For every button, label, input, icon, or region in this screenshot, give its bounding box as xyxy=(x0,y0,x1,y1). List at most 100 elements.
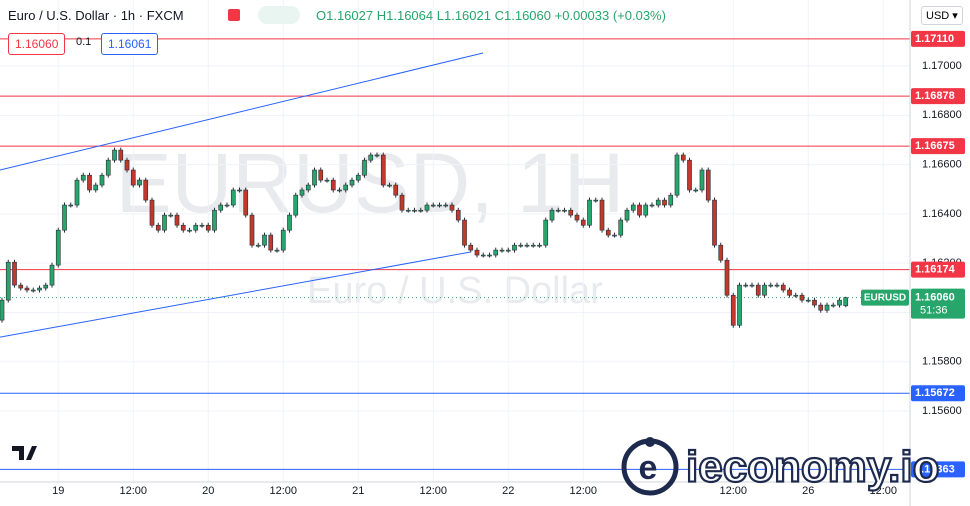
candle-body xyxy=(824,304,830,311)
candle-body xyxy=(580,219,586,226)
level-badge xyxy=(911,461,965,478)
candle-body xyxy=(418,209,424,212)
candle-body xyxy=(368,154,374,161)
candle-body xyxy=(349,179,355,186)
candle-body xyxy=(705,169,711,201)
candle-body xyxy=(224,204,230,207)
candle-body xyxy=(105,159,111,176)
candle-body xyxy=(362,159,367,176)
candle-body xyxy=(687,159,692,191)
x-tick-label: 12:00 xyxy=(569,485,597,497)
sell-button[interactable]: 1.16060 xyxy=(8,33,66,55)
candle-body xyxy=(505,249,511,252)
open: O1.16027 xyxy=(316,8,374,23)
level-badge xyxy=(911,138,965,155)
candle-body xyxy=(555,209,561,212)
candle-body xyxy=(437,204,442,207)
plot xyxy=(0,147,849,328)
candle-body xyxy=(424,204,430,211)
candle-body xyxy=(780,284,786,291)
candle-body xyxy=(793,294,799,297)
candle-body xyxy=(743,284,749,287)
candle-body xyxy=(487,254,492,257)
candle-body xyxy=(355,174,361,181)
candle-body xyxy=(768,284,774,287)
buy-button[interactable]: 1.16061 xyxy=(101,33,159,55)
candle-body xyxy=(0,299,5,321)
candle-body xyxy=(205,224,211,231)
visibility-toggle[interactable] xyxy=(258,6,300,24)
level-label: 1.16174 xyxy=(915,263,956,275)
candle-body xyxy=(55,229,61,266)
candle-body xyxy=(812,299,817,306)
candle-body xyxy=(299,189,305,196)
candle-body xyxy=(118,149,124,161)
candle-body xyxy=(430,204,436,207)
candle-body xyxy=(143,179,149,201)
candle-body xyxy=(162,214,167,231)
candle-body xyxy=(543,219,549,246)
candle-body xyxy=(12,261,17,286)
candle-body xyxy=(412,209,417,212)
candle-body xyxy=(180,224,186,231)
logo-text: ieconomy.io xyxy=(686,443,939,492)
y-tick-label: 1.17000 xyxy=(922,60,962,72)
candle-body xyxy=(693,189,699,192)
candle-body xyxy=(649,204,655,207)
x-tick-label: 12:00 xyxy=(719,485,747,497)
candle-body xyxy=(80,174,86,181)
site-logo: e ieconomy.io xyxy=(621,437,941,496)
level-label: 1.17110 xyxy=(915,33,954,45)
candle-body xyxy=(218,204,224,211)
candle-body xyxy=(87,174,92,191)
candle-body xyxy=(93,184,99,191)
candle-body xyxy=(449,204,455,211)
candle-body xyxy=(99,174,105,186)
candle-body xyxy=(624,209,630,221)
candle-body xyxy=(787,289,792,296)
y-tick-label: 1.16400 xyxy=(922,208,962,220)
candle-body xyxy=(630,204,636,211)
last-price-badge xyxy=(911,288,965,319)
candle-body xyxy=(318,169,324,181)
candle-body xyxy=(255,244,261,247)
candle-body xyxy=(518,244,524,247)
trend-line xyxy=(0,52,484,171)
candle-body xyxy=(537,244,542,247)
candle-body xyxy=(337,189,342,192)
candle-body xyxy=(249,214,255,246)
candle-body xyxy=(699,169,705,191)
flag-icon[interactable] xyxy=(228,9,240,21)
candle-body xyxy=(5,261,11,301)
candle-body xyxy=(374,154,380,157)
currency-select[interactable]: USD ▾ xyxy=(921,6,963,25)
last-price-label: 1.16060 xyxy=(915,292,955,304)
candle-body xyxy=(799,294,805,301)
candle-body xyxy=(399,194,405,211)
last-name-badge xyxy=(861,289,909,306)
x-tick-label: 19 xyxy=(52,485,64,497)
candle-body xyxy=(749,284,755,287)
candle-body xyxy=(724,259,730,296)
candle-body xyxy=(493,249,499,256)
candle-body xyxy=(755,284,761,296)
candle-body xyxy=(474,249,480,256)
trend-line xyxy=(0,251,471,338)
watermark-name: Euro / U.S. Dollar xyxy=(307,270,603,312)
y-tick-label: 1.16600 xyxy=(922,159,962,171)
x-tick-label: 12:00 xyxy=(269,485,297,497)
candle-body xyxy=(549,209,555,221)
candle-body xyxy=(762,284,767,296)
candle-body xyxy=(730,294,736,326)
candle-body xyxy=(593,199,599,202)
candle-body xyxy=(124,159,130,171)
x-tick-label: 12:00 xyxy=(119,485,147,497)
level-badge xyxy=(911,385,965,402)
candle-body xyxy=(24,287,30,291)
candle-body xyxy=(168,214,174,217)
candle-body xyxy=(49,264,55,286)
levels xyxy=(0,38,910,470)
candle-body xyxy=(274,249,280,252)
candle-body xyxy=(193,224,199,231)
